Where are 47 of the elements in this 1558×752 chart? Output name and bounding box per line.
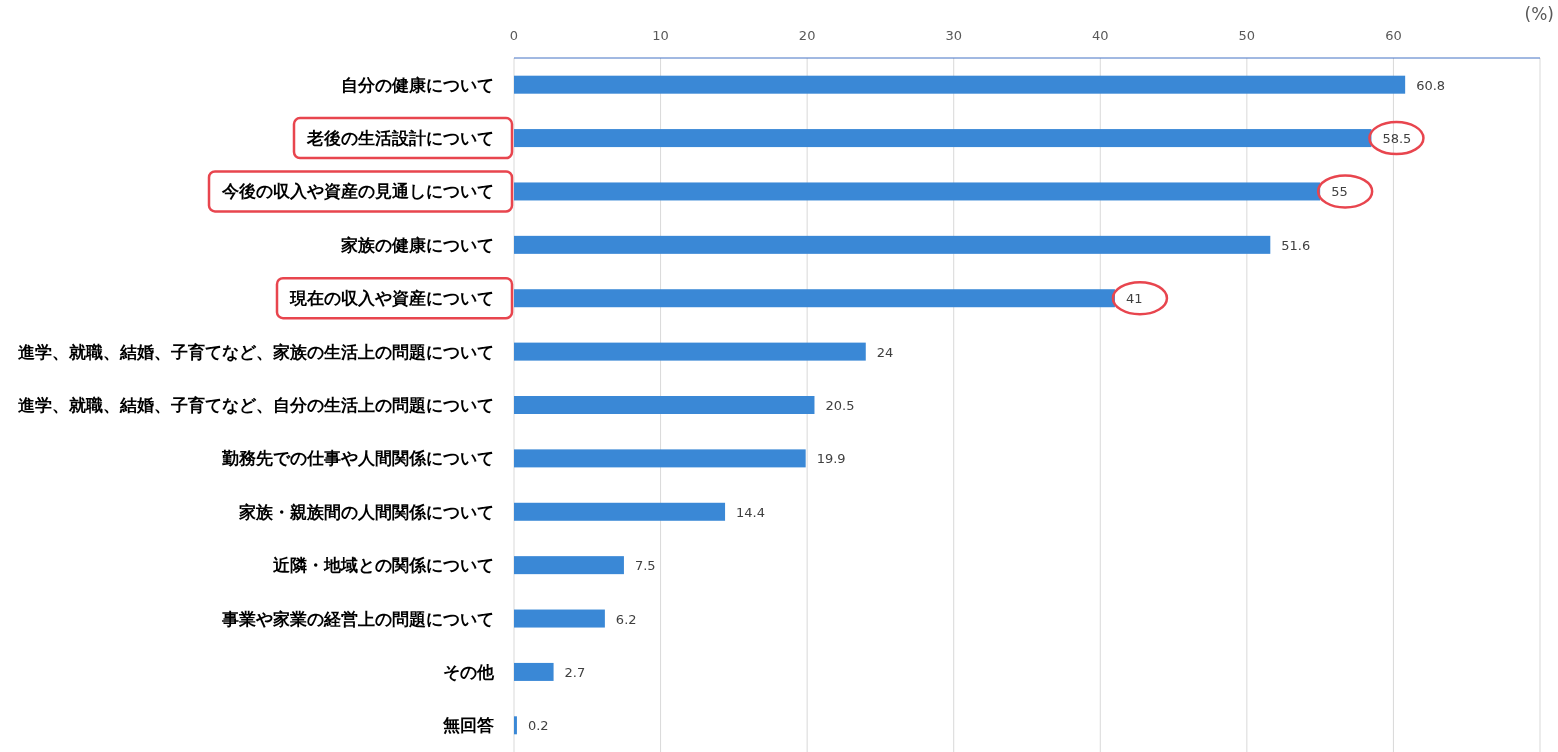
data-label: 58.5 bbox=[1382, 131, 1412, 147]
y-tick-label: 進学、就職、結婚、子育てなど、家族の生活上の問題について bbox=[18, 341, 494, 362]
y-tick-label: 家族・親族間の人間関係について bbox=[238, 501, 494, 522]
data-label: 7.5 bbox=[634, 558, 656, 574]
bar bbox=[514, 75, 1406, 94]
data-label: 19.9 bbox=[816, 451, 846, 467]
bar bbox=[514, 716, 517, 735]
bar bbox=[514, 129, 1372, 148]
y-tick-label: 現在の収入や資産について bbox=[289, 288, 494, 309]
x-tick-label: 40 bbox=[1092, 28, 1109, 43]
y-tick-label: その他 bbox=[443, 661, 495, 682]
bar bbox=[514, 289, 1115, 308]
data-label: 60.8 bbox=[1416, 77, 1446, 93]
x-tick-label: 30 bbox=[945, 28, 962, 43]
y-tick-label: 事業や家業の経営上の問題について bbox=[221, 608, 494, 629]
y-tick-label: 自分の健康について bbox=[341, 74, 494, 95]
data-label: 6.2 bbox=[615, 611, 637, 627]
data-label: 51.6 bbox=[1281, 237, 1311, 253]
data-label: 24 bbox=[876, 344, 894, 360]
x-tick-label: 20 bbox=[798, 28, 816, 43]
y-tick-label: 無回答 bbox=[442, 715, 494, 736]
bar bbox=[514, 182, 1321, 201]
y-tick-label: 老後の生活設計について bbox=[306, 128, 494, 149]
x-axis-title: (%) bbox=[1524, 4, 1554, 24]
x-tick-label: 60 bbox=[1385, 28, 1402, 43]
data-label: 20.5 bbox=[825, 398, 855, 413]
bar bbox=[514, 662, 554, 681]
bar bbox=[514, 556, 624, 575]
bar bbox=[514, 235, 1271, 254]
y-tick-label: 家族の健康について bbox=[340, 234, 494, 255]
data-label: 14.4 bbox=[736, 504, 766, 520]
data-label: 2.7 bbox=[564, 664, 586, 680]
data-label: 0.2 bbox=[527, 718, 549, 734]
bar bbox=[514, 449, 806, 468]
y-tick-label: 勤務先での仕事や人間関係について bbox=[221, 448, 494, 469]
x-tick-label: 10 bbox=[652, 28, 669, 43]
bar bbox=[514, 342, 866, 361]
x-tick-label: 50 bbox=[1238, 28, 1256, 43]
bar bbox=[514, 396, 815, 414]
x-tick-label: 0 bbox=[509, 28, 519, 43]
data-label: 41 bbox=[1125, 291, 1143, 307]
bar bbox=[514, 609, 605, 628]
y-tick-label: 近隣・地域との関係について bbox=[272, 555, 494, 576]
data-label: 55 bbox=[1331, 184, 1348, 200]
y-tick-label: 今後の収入や資産の見通しについて bbox=[221, 181, 494, 202]
bar bbox=[514, 502, 726, 521]
y-tick-label: 進学、就職、結婚、子育てなど、自分の生活上の問題について bbox=[18, 395, 494, 415]
